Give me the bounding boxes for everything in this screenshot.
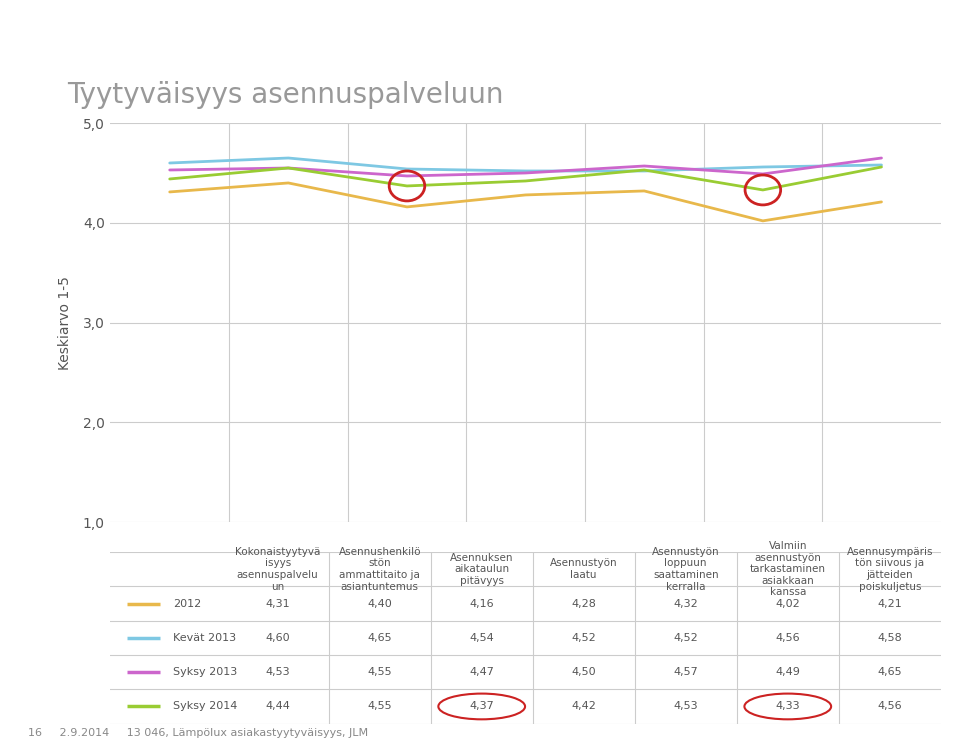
Text: taloustutkimus oy: taloustutkimus oy <box>17 16 186 34</box>
Text: 4,53: 4,53 <box>673 701 698 712</box>
Text: 4,40: 4,40 <box>368 598 392 609</box>
Text: 4,49: 4,49 <box>776 667 801 677</box>
Text: Asennusympäris
tön siivous ja
jätteiden
poiskuljetus: Asennusympäris tön siivous ja jätteiden … <box>847 547 933 592</box>
Text: 2012: 2012 <box>173 598 201 609</box>
Text: Syksy 2014: Syksy 2014 <box>173 701 237 712</box>
Text: 4,50: 4,50 <box>571 667 596 677</box>
Text: Kokonaistyytyvä
isyys
asennuspalvelu
un: Kokonaistyytyvä isyys asennuspalvelu un <box>235 547 321 592</box>
Text: 4,33: 4,33 <box>776 701 800 712</box>
Text: 16     2.9.2014     13 046, Lämpölux asiakastyytyväisyys, JLM: 16 2.9.2014 13 046, Lämpölux asiakastyyt… <box>29 728 369 738</box>
Text: 4,32: 4,32 <box>673 598 698 609</box>
Text: 4,31: 4,31 <box>265 598 290 609</box>
Text: Asennuksen
aikataulun
pitävyys: Asennuksen aikataulun pitävyys <box>450 553 514 586</box>
Text: 4,53: 4,53 <box>265 667 290 677</box>
Text: 4,60: 4,60 <box>265 633 290 643</box>
Text: 4,52: 4,52 <box>571 633 596 643</box>
Text: 4,37: 4,37 <box>469 701 494 712</box>
Text: Syksy 2013: Syksy 2013 <box>173 667 237 677</box>
Text: 4,42: 4,42 <box>571 701 596 712</box>
Text: Asennustyön
laatu: Asennustyön laatu <box>550 559 617 580</box>
Text: Valmiin
asennustyön
tarkastaminen
asiakkaan
kanssa: Valmiin asennustyön tarkastaminen asiakk… <box>750 541 826 598</box>
Y-axis label: Keskiarvo 1-5: Keskiarvo 1-5 <box>58 276 72 369</box>
Text: 4,58: 4,58 <box>877 633 902 643</box>
Text: 4,21: 4,21 <box>877 598 902 609</box>
Text: 4,28: 4,28 <box>571 598 596 609</box>
Text: Asennushenkilö
stön
ammattitaito ja
asiantuntemus: Asennushenkilö stön ammattitaito ja asia… <box>339 547 420 592</box>
Text: 4,52: 4,52 <box>673 633 698 643</box>
Text: 4,02: 4,02 <box>776 598 800 609</box>
Text: 4,54: 4,54 <box>469 633 494 643</box>
Text: 4,55: 4,55 <box>368 667 392 677</box>
Text: 4,16: 4,16 <box>469 598 494 609</box>
Text: 4,44: 4,44 <box>265 701 290 712</box>
Text: Asennustyön
loppuun
saattaminen
kerralla: Asennustyön loppuun saattaminen kerralla <box>652 547 720 592</box>
Text: 4,65: 4,65 <box>877 667 902 677</box>
Text: 4,57: 4,57 <box>673 667 698 677</box>
Text: 4,47: 4,47 <box>469 667 494 677</box>
Text: 4,56: 4,56 <box>877 701 902 712</box>
Text: 4,56: 4,56 <box>776 633 800 643</box>
Text: 4,55: 4,55 <box>368 701 392 712</box>
Text: Kevät 2013: Kevät 2013 <box>173 633 236 643</box>
Text: 4,65: 4,65 <box>368 633 392 643</box>
Text: Tyytyväisyys asennuspalveluun: Tyytyväisyys asennuspalveluun <box>67 81 504 109</box>
